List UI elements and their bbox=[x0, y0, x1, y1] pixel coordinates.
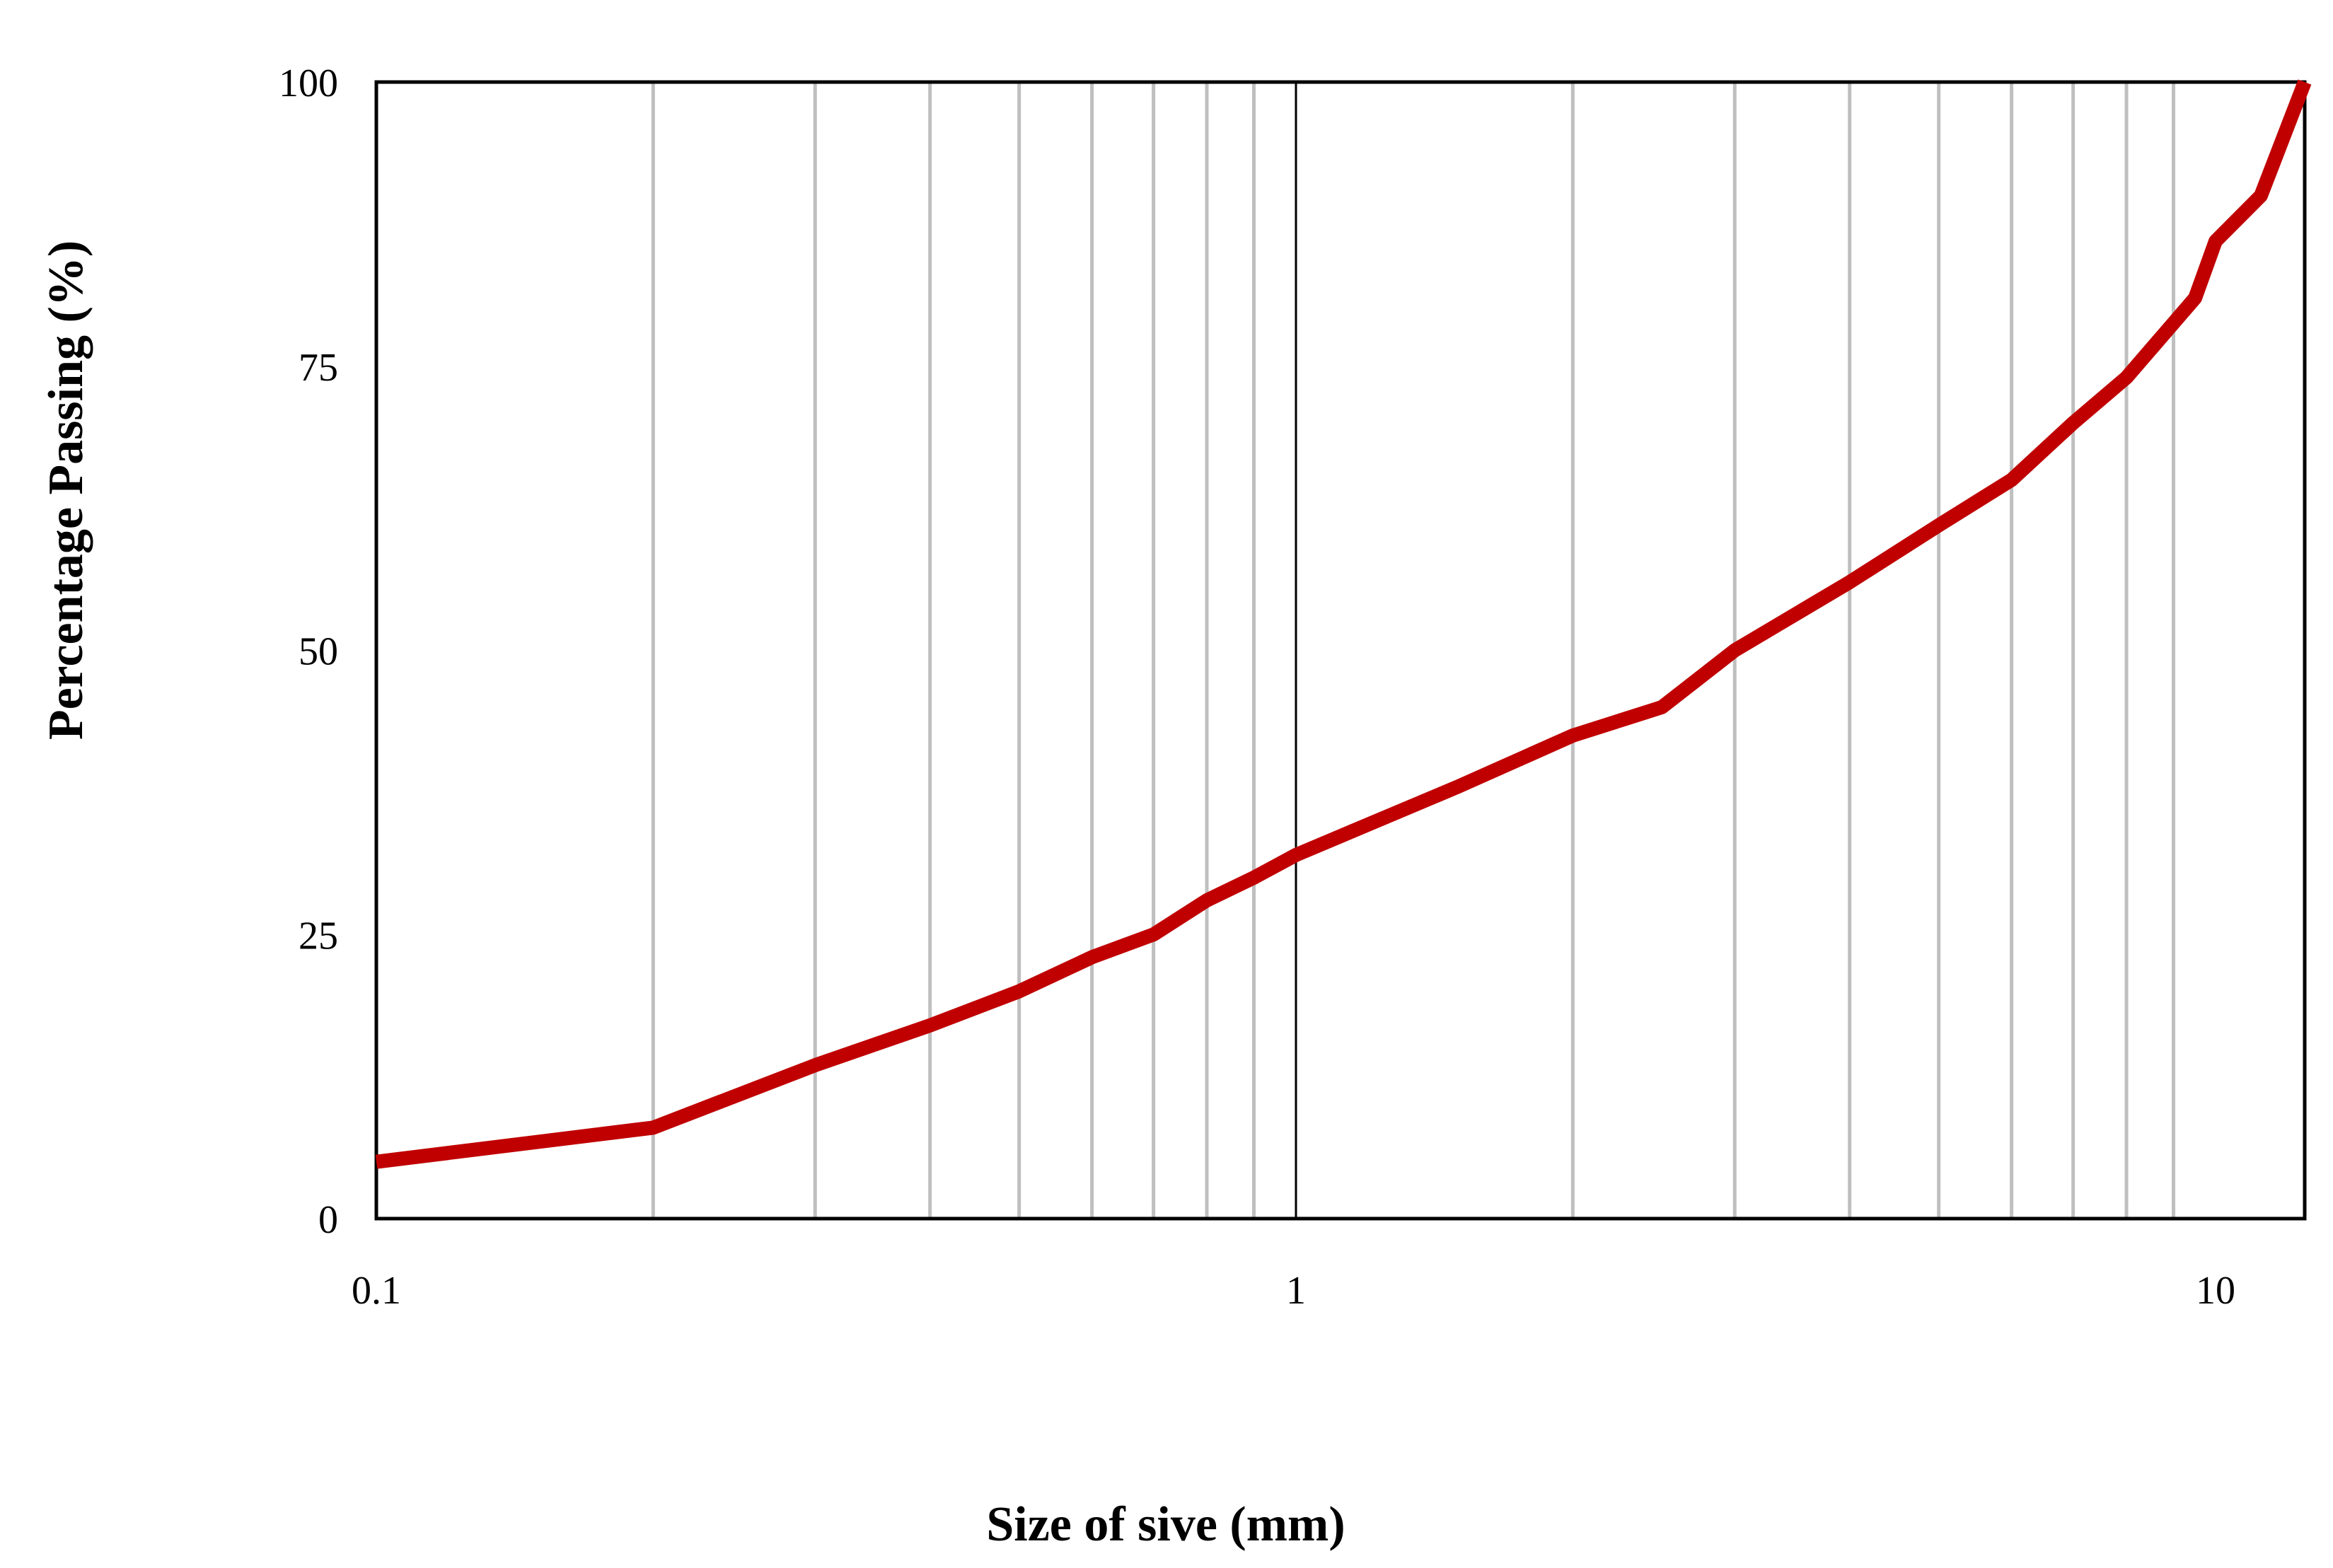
x-axis-title: Size of sive (mm) bbox=[986, 1497, 1345, 1552]
y-tick-label: 25 bbox=[299, 914, 338, 958]
y-axis-title: Percentage Passing (%) bbox=[39, 240, 93, 740]
y-tick-label: 100 bbox=[279, 62, 338, 105]
plot-area-frame bbox=[374, 80, 2307, 1221]
x-tick-label: 1 bbox=[1286, 1269, 1306, 1313]
y-tick-label: 0 bbox=[318, 1198, 338, 1242]
x-tick-label: 0.1 bbox=[352, 1269, 401, 1313]
grid-lines bbox=[651, 82, 2176, 1219]
y-tick-label: 75 bbox=[299, 346, 338, 390]
y-tick-labels: 0 25 50 75 100 bbox=[279, 62, 338, 1242]
x-tick-labels: 0.1 1 10 bbox=[352, 1269, 2235, 1313]
series-layer bbox=[375, 79, 2312, 1169]
series-line-0 bbox=[375, 79, 2312, 1169]
y-tick-label: 50 bbox=[299, 630, 338, 674]
x-tick-label: 10 bbox=[2196, 1269, 2235, 1313]
